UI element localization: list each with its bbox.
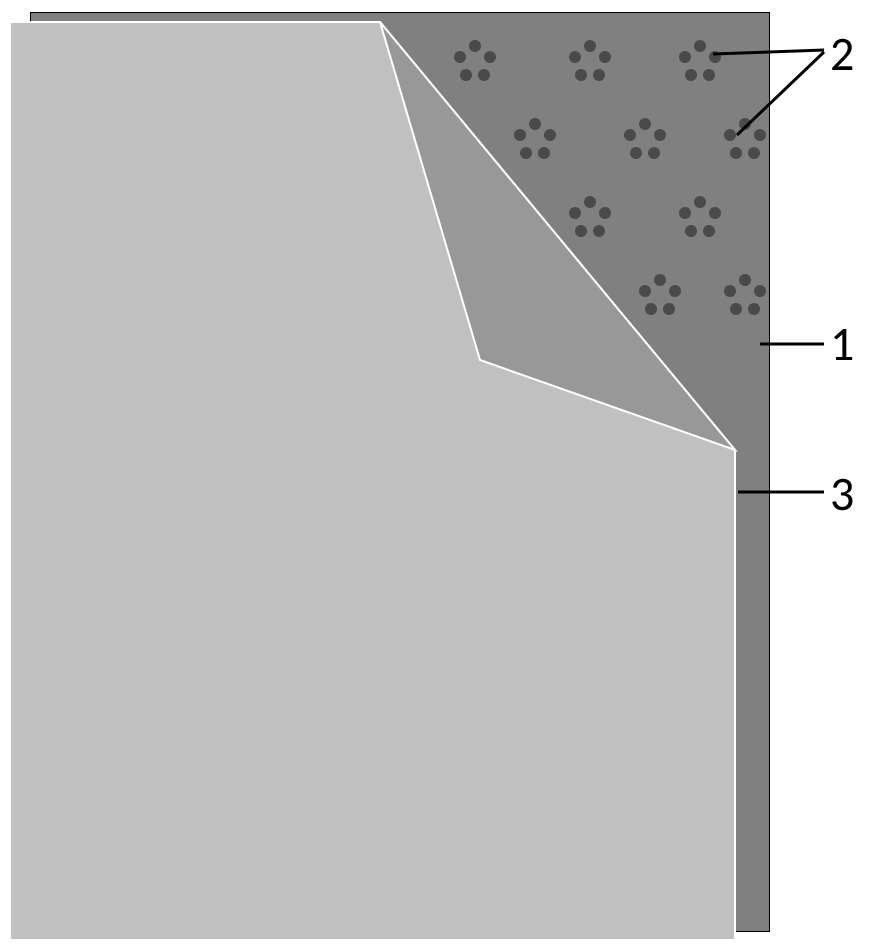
callout-label-1: 1 (830, 320, 854, 368)
front-sheet (10, 22, 735, 940)
callout-label-3: 3 (830, 470, 854, 518)
front-layer (0, 0, 883, 944)
callout-label-2: 2 (830, 30, 854, 78)
diagram-canvas: 2 1 3 (0, 0, 883, 944)
